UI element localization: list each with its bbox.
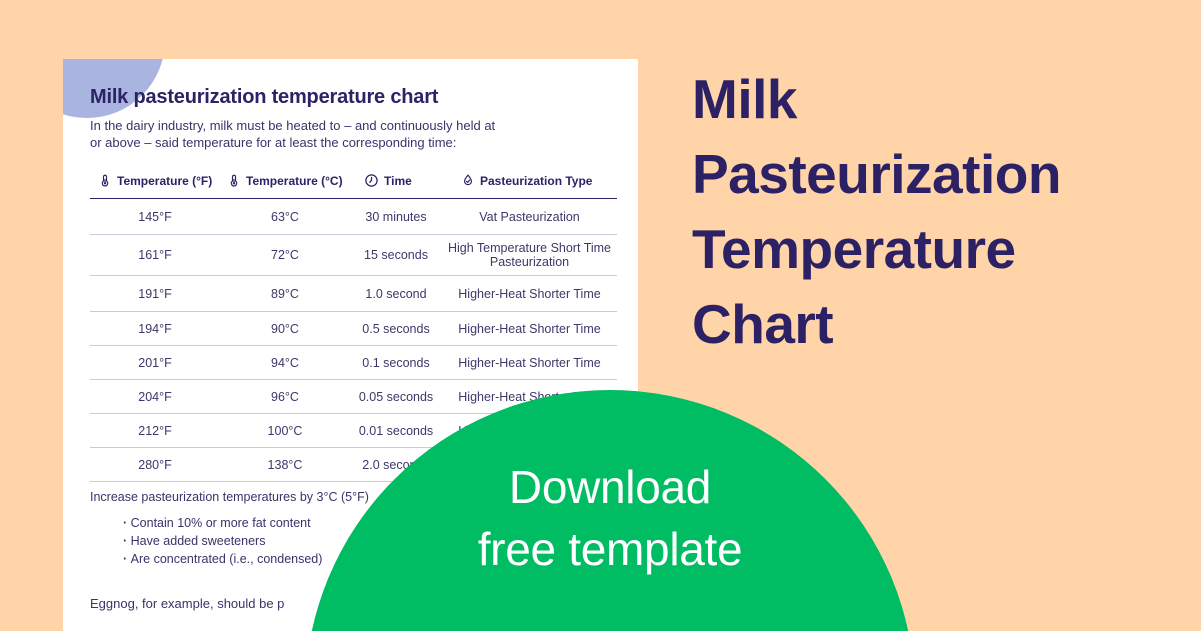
cell-temp-c: 138°C <box>267 457 303 472</box>
cell-temp-c: 89°C <box>271 286 299 301</box>
table-row: 194°F 90°C 0.5 seconds Higher-Heat Short… <box>90 312 617 346</box>
cell-time: 30 minutes <box>365 209 427 224</box>
table-header-row: Temperature (°F) Temperature (°C) Time <box>90 173 617 199</box>
header-temperature-f-label: Temperature (°F) <box>117 173 213 188</box>
table-row: 191°F 89°C 1.0 second Higher-Heat Shorte… <box>90 276 617 312</box>
list-item: Have added sweeteners <box>123 532 322 550</box>
table-row: 145°F 63°C 30 minutes Vat Pasteurization <box>90 199 617 235</box>
list-item: Are concentrated (i.e., condensed) <box>123 550 323 568</box>
cell-temp-f: 194°F <box>138 321 172 336</box>
droplet-check-icon <box>461 173 475 188</box>
cta-line-2: free template <box>477 523 743 575</box>
header-time: Time <box>350 173 442 188</box>
cell-temp-f: 201°F <box>138 355 172 370</box>
hero-title-line: Milk <box>692 68 797 130</box>
cell-type: Vat Pasteurization <box>479 209 580 224</box>
cell-temp-f: 145°F <box>138 209 172 224</box>
note-increase-temperatures: Increase pasteurization temperatures by … <box>90 490 369 504</box>
cell-time: 0.05 seconds <box>358 389 434 404</box>
cell-temp-f: 191°F <box>138 286 172 301</box>
cell-time: 1.0 second <box>365 286 427 301</box>
cell-temp-f: 212°F <box>138 423 172 438</box>
table-row: 161°F 72°C 15 seconds High Temperature S… <box>90 235 617 276</box>
cell-time: 0.5 seconds <box>362 321 430 336</box>
cell-time: 0.1 seconds <box>362 355 430 370</box>
header-pasteurization-type-label: Pasteurization Type <box>480 173 593 188</box>
header-temperature-c-label: Temperature (°C) <box>246 173 343 188</box>
thermometer-icon <box>98 173 112 188</box>
table-row: 201°F 94°C 0.1 seconds Higher-Heat Short… <box>90 346 617 380</box>
milk-product-conditions-list: Contain 10% or more fat content Have add… <box>123 514 323 568</box>
hero-title-line: Pasteurization <box>692 143 1061 205</box>
cell-type: Higher-Heat Shorter Time <box>458 286 601 301</box>
hero-title: Milk Pasteurization Temperature Chart <box>692 62 1061 362</box>
cell-time: 15 seconds <box>364 248 428 262</box>
intro-line-2: or above – said temperature for at least… <box>90 135 457 150</box>
cell-temp-f: 280°F <box>138 457 172 472</box>
cell-temp-f: 204°F <box>138 389 172 404</box>
header-time-label: Time <box>384 173 412 188</box>
cell-temp-c: 94°C <box>271 355 299 370</box>
cell-temp-c: 63°C <box>271 209 299 224</box>
intro-line-1: In the dairy industry, milk must be heat… <box>90 118 496 133</box>
hero-title-line: Chart <box>692 293 834 355</box>
document-title: Milk pasteurization temperature chart <box>90 86 439 108</box>
hero-title-line: Temperature <box>692 218 1016 280</box>
header-temperature-c: Temperature (°C) <box>220 173 350 188</box>
list-item: Contain 10% or more fat content <box>123 514 322 532</box>
thermometer-icon <box>227 173 241 188</box>
note-eggnog: Eggnog, for example, should be p <box>90 596 285 611</box>
clock-icon <box>364 173 379 188</box>
cell-time: 0.01 seconds <box>358 423 434 438</box>
cell-type: Higher-Heat Shorter Time <box>458 321 601 336</box>
cell-type: High Temperature Short Time Pasteurizati… <box>447 241 612 269</box>
cell-temp-c: 96°C <box>271 389 299 404</box>
header-temperature-f: Temperature (°F) <box>90 173 220 188</box>
cell-type: Higher-Heat Shorter Time <box>458 355 601 370</box>
cell-temp-f: 161°F <box>138 248 172 262</box>
cell-temp-c: 90°C <box>271 321 299 336</box>
cell-temp-c: 72°C <box>271 248 299 262</box>
pasteurization-table: Temperature (°F) Temperature (°C) Time <box>90 173 617 482</box>
cta-line-1: Download <box>508 461 712 513</box>
cell-temp-c: 100°C <box>267 423 303 438</box>
document-intro: In the dairy industry, milk must be heat… <box>90 117 495 151</box>
header-pasteurization-type: Pasteurization Type <box>442 173 617 188</box>
